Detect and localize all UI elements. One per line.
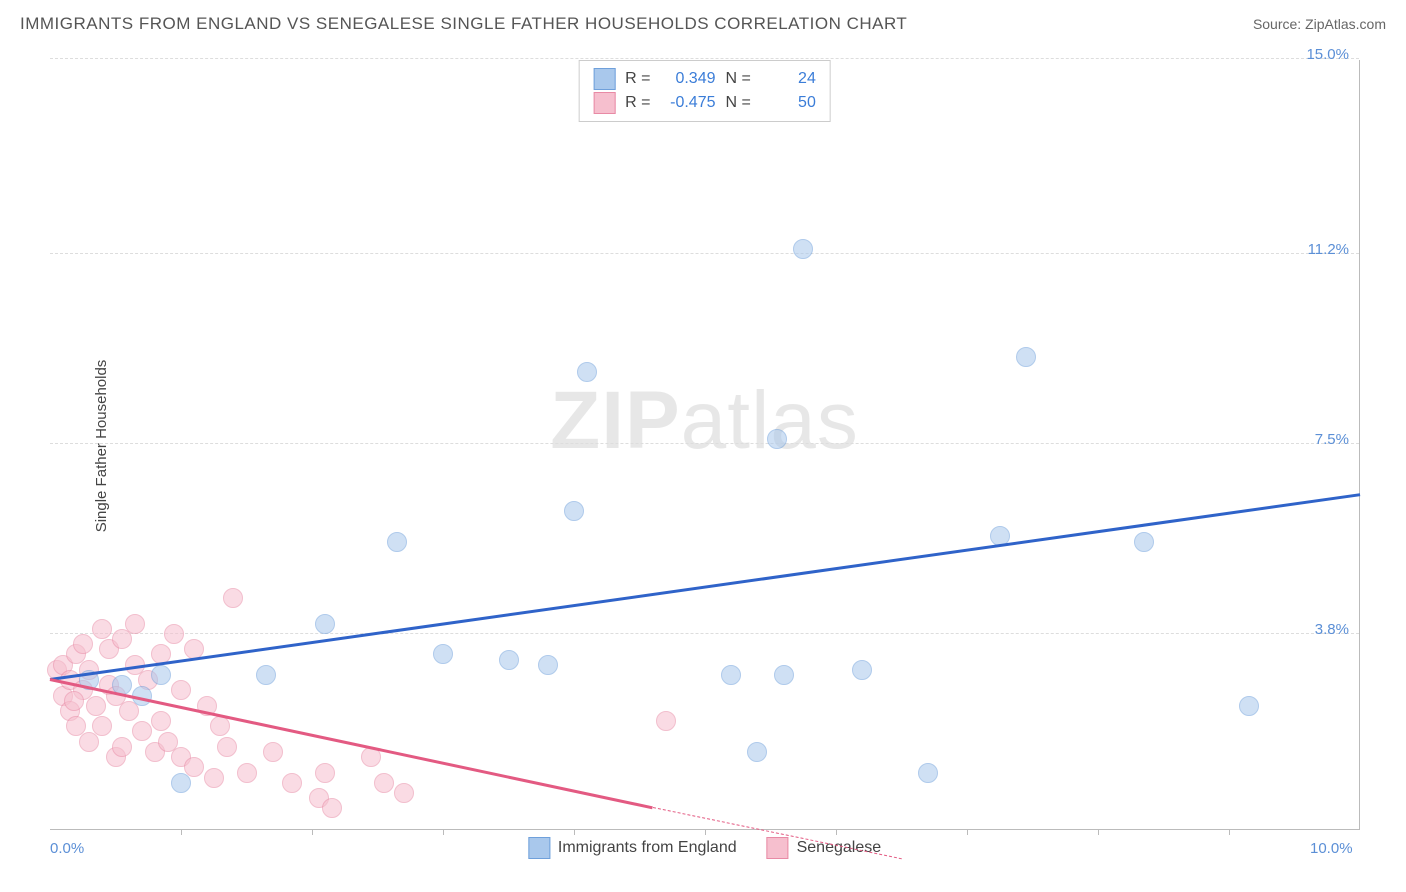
x-tick bbox=[1229, 829, 1230, 835]
data-point-senegalese bbox=[125, 614, 145, 634]
data-point-senegalese bbox=[164, 624, 184, 644]
watermark-light: atlas bbox=[681, 375, 859, 466]
x-tick bbox=[705, 829, 706, 835]
chart-title: IMMIGRANTS FROM ENGLAND VS SENEGALESE SI… bbox=[20, 14, 907, 34]
data-point-england bbox=[852, 660, 872, 680]
swatch-england bbox=[593, 68, 615, 90]
y-tick-label: 11.2% bbox=[1308, 241, 1349, 258]
r-label: R = bbox=[625, 67, 650, 91]
x-tick bbox=[312, 829, 313, 835]
data-point-senegalese bbox=[73, 634, 93, 654]
y-tick-label: 15.0% bbox=[1306, 46, 1349, 63]
data-point-senegalese bbox=[64, 691, 84, 711]
r-value-senegalese: -0.475 bbox=[661, 91, 716, 115]
data-point-senegalese bbox=[322, 798, 342, 818]
data-point-england bbox=[1016, 347, 1036, 367]
data-point-senegalese bbox=[282, 773, 302, 793]
data-point-senegalese bbox=[237, 763, 257, 783]
data-point-england bbox=[793, 239, 813, 259]
data-point-england bbox=[577, 362, 597, 382]
data-point-senegalese bbox=[223, 588, 243, 608]
data-point-senegalese bbox=[112, 737, 132, 757]
n-label: N = bbox=[726, 67, 751, 91]
data-point-senegalese bbox=[263, 742, 283, 762]
data-point-senegalese bbox=[171, 680, 191, 700]
data-point-senegalese bbox=[210, 716, 230, 736]
stats-row-senegalese: R = -0.475 N = 50 bbox=[593, 91, 816, 115]
gridline bbox=[50, 253, 1359, 254]
legend-item-senegalese: Senegalese bbox=[767, 837, 882, 859]
data-point-england bbox=[721, 665, 741, 685]
n-label: N = bbox=[726, 91, 751, 115]
gridline bbox=[50, 443, 1359, 444]
swatch-senegalese bbox=[767, 837, 789, 859]
x-tick bbox=[181, 829, 182, 835]
data-point-england bbox=[564, 501, 584, 521]
source-name: ZipAtlas.com bbox=[1305, 16, 1386, 32]
data-point-england bbox=[315, 614, 335, 634]
data-point-senegalese bbox=[394, 783, 414, 803]
data-point-senegalese bbox=[86, 696, 106, 716]
gridline bbox=[50, 58, 1359, 59]
n-value-senegalese: 50 bbox=[761, 91, 816, 115]
y-tick-label: 3.8% bbox=[1315, 621, 1349, 638]
gridline bbox=[50, 633, 1359, 634]
watermark: ZIPatlas bbox=[550, 374, 859, 468]
data-point-england bbox=[387, 532, 407, 552]
watermark-bold: ZIP bbox=[550, 375, 681, 466]
swatch-england bbox=[528, 837, 550, 859]
legend-item-england: Immigrants from England bbox=[528, 837, 737, 859]
stats-row-england: R = 0.349 N = 24 bbox=[593, 67, 816, 91]
x-tick-label: 0.0% bbox=[50, 840, 84, 857]
n-value-england: 24 bbox=[761, 67, 816, 91]
source-attribution: Source: ZipAtlas.com bbox=[1253, 16, 1386, 32]
data-point-senegalese bbox=[92, 619, 112, 639]
data-point-england bbox=[151, 665, 171, 685]
trend-line bbox=[50, 493, 1360, 680]
data-point-england bbox=[1239, 696, 1259, 716]
data-point-england bbox=[747, 742, 767, 762]
data-point-senegalese bbox=[151, 711, 171, 731]
chart-header: IMMIGRANTS FROM ENGLAND VS SENEGALESE SI… bbox=[0, 0, 1406, 48]
legend-label-england: Immigrants from England bbox=[558, 839, 737, 857]
data-point-england bbox=[499, 650, 519, 670]
data-point-senegalese bbox=[132, 721, 152, 741]
x-tick-label: 10.0% bbox=[1310, 840, 1353, 857]
x-tick bbox=[574, 829, 575, 835]
x-tick bbox=[443, 829, 444, 835]
x-tick bbox=[836, 829, 837, 835]
data-point-england bbox=[1134, 532, 1154, 552]
legend-label-senegalese: Senegalese bbox=[797, 839, 882, 857]
data-point-senegalese bbox=[656, 711, 676, 731]
x-tick bbox=[967, 829, 968, 835]
series-legend: Immigrants from England Senegalese bbox=[528, 837, 881, 859]
data-point-england bbox=[774, 665, 794, 685]
data-point-senegalese bbox=[374, 773, 394, 793]
data-point-england bbox=[767, 429, 787, 449]
data-point-england bbox=[918, 763, 938, 783]
source-prefix: Source: bbox=[1253, 16, 1305, 32]
trend-line bbox=[50, 678, 653, 809]
data-point-senegalese bbox=[204, 768, 224, 788]
data-point-senegalese bbox=[217, 737, 237, 757]
data-point-senegalese bbox=[92, 716, 112, 736]
data-point-senegalese bbox=[315, 763, 335, 783]
r-label: R = bbox=[625, 91, 650, 115]
scatter-plot: ZIPatlas R = 0.349 N = 24 R = -0.475 N =… bbox=[50, 60, 1360, 830]
y-tick-label: 7.5% bbox=[1315, 431, 1349, 448]
x-tick bbox=[1098, 829, 1099, 835]
data-point-england bbox=[538, 655, 558, 675]
data-point-england bbox=[256, 665, 276, 685]
data-point-england bbox=[433, 644, 453, 664]
r-value-england: 0.349 bbox=[661, 67, 716, 91]
correlation-stats-box: R = 0.349 N = 24 R = -0.475 N = 50 bbox=[578, 60, 831, 122]
swatch-senegalese bbox=[593, 92, 615, 114]
data-point-england bbox=[171, 773, 191, 793]
